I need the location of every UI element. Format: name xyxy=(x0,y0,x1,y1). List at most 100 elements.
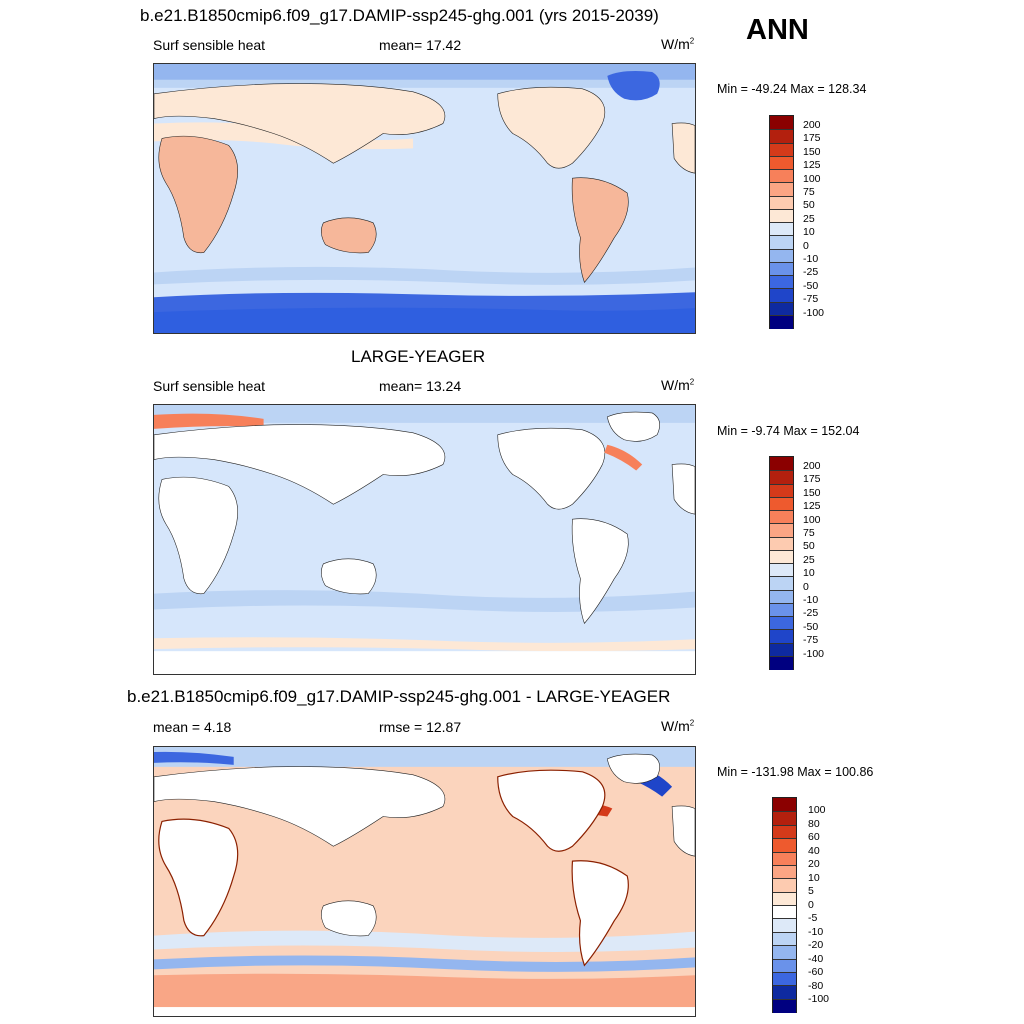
colorbar-segment xyxy=(770,155,793,170)
colorbar-tick-label: 10 xyxy=(808,871,820,884)
panel1-variable-label: Surf sensible heat xyxy=(153,37,266,53)
colorbar-segment xyxy=(773,838,796,853)
season-label: ANN xyxy=(746,14,809,46)
panel2-title: LARGE-YEAGER xyxy=(351,347,486,366)
colorbar-tick-label: -50 xyxy=(803,620,819,633)
colorbar-tick-label: 100 xyxy=(808,804,826,816)
panel3-title: b.e21.B1850cmip6.f09_g17.DAMIP-ssp245-gh… xyxy=(127,687,671,706)
panel2-map-svg xyxy=(154,405,695,674)
colorbar-tick-label: 60 xyxy=(808,831,820,843)
colorbar-tick-label: 25 xyxy=(803,553,815,566)
panel3-colorbar xyxy=(772,797,797,1013)
colorbar-tick-label: 0 xyxy=(803,580,809,593)
panel1-colorbar xyxy=(769,115,794,329)
colorbar-tick-label: -40 xyxy=(808,952,824,965)
colorbar-tick-label: 125 xyxy=(803,500,821,513)
colorbar-segment xyxy=(773,864,796,880)
colorbar-tick-label: -80 xyxy=(808,979,824,992)
colorbar-segment xyxy=(770,589,793,604)
colorbar-segment xyxy=(770,549,793,564)
colorbar-segment xyxy=(770,470,793,485)
colorbar-tick-label: 5 xyxy=(808,885,814,897)
colorbar-segment xyxy=(770,235,793,250)
panel1-title: b.e21.B1850cmip6.f09_g17.DAMIP-ssp245-gh… xyxy=(140,6,659,25)
colorbar-tick-label: 80 xyxy=(808,817,820,830)
colorbar-segment xyxy=(770,523,793,538)
colorbar-tick-label: 20 xyxy=(808,858,820,870)
colorbar-segment xyxy=(773,851,796,866)
panel1-map-svg xyxy=(154,64,695,333)
panel3-mean-label: mean = 4.18 xyxy=(153,719,232,735)
colorbar-segment xyxy=(773,824,796,840)
colorbar-segment xyxy=(773,958,796,973)
panel3-minmax: Min = -131.98 Max = 100.86 xyxy=(717,765,874,779)
colorbar-segment xyxy=(773,918,796,933)
colorbar-segment xyxy=(773,971,796,987)
panel1-map xyxy=(153,63,696,334)
colorbar-segment xyxy=(770,483,793,498)
colorbar-segment xyxy=(770,222,793,237)
colorbar-tick-label: -10 xyxy=(803,594,819,606)
colorbar-tick-label: 10 xyxy=(803,226,815,239)
colorbar-tick-label: 200 xyxy=(803,460,821,472)
colorbar-segment xyxy=(770,496,793,511)
colorbar-tick-label: 50 xyxy=(803,199,815,212)
colorbar-segment xyxy=(770,261,793,276)
colorbar-tick-label: 40 xyxy=(808,844,820,857)
colorbar-segment xyxy=(773,891,796,906)
colorbar-segment xyxy=(773,878,796,893)
colorbar-segment xyxy=(773,998,796,1013)
colorbar-tick-label: -20 xyxy=(808,939,824,951)
colorbar-tick-label: 150 xyxy=(803,486,821,499)
colorbar-segment xyxy=(770,642,793,657)
colorbar-tick-label: -75 xyxy=(803,293,819,306)
colorbar-tick-label: -25 xyxy=(803,607,819,620)
colorbar-tick-label: 175 xyxy=(803,132,821,145)
colorbar-tick-label: -5 xyxy=(808,912,818,924)
colorbar-segment xyxy=(770,576,793,591)
colorbar-segment xyxy=(770,208,793,223)
colorbar-segment xyxy=(770,301,793,316)
panel2-variable-label: Surf sensible heat xyxy=(153,378,266,394)
colorbar-tick-label: 50 xyxy=(803,540,815,553)
colorbar-tick-label: -75 xyxy=(803,634,819,647)
colorbar-segment xyxy=(770,142,793,157)
colorbar-tick-label: 75 xyxy=(803,186,815,198)
colorbar-segment xyxy=(773,985,796,1000)
panel2-map xyxy=(153,404,696,675)
colorbar-segment xyxy=(770,563,793,578)
panel2-colorbar xyxy=(769,456,794,670)
colorbar-tick-label: -60 xyxy=(808,966,824,978)
colorbar-segment xyxy=(773,945,796,960)
colorbar-segment xyxy=(770,616,793,631)
colorbar-segment xyxy=(770,655,793,670)
colorbar-segment xyxy=(773,905,796,920)
colorbar-segment xyxy=(770,182,793,197)
colorbar-tick-label: 10 xyxy=(803,567,815,580)
colorbar-segment xyxy=(770,629,793,644)
colorbar-tick-label: 150 xyxy=(803,145,821,158)
colorbar-tick-label: 175 xyxy=(803,473,821,486)
colorbar-segment xyxy=(770,288,793,303)
colorbar-tick-label: 200 xyxy=(803,119,821,131)
panel3-units: W/m2 xyxy=(661,718,695,734)
colorbar-tick-label: 100 xyxy=(803,513,821,526)
colorbar-tick-label: -10 xyxy=(808,925,824,938)
colorbar-tick-label: -100 xyxy=(803,647,825,660)
colorbar-segment xyxy=(770,195,793,210)
colorbar-segment xyxy=(770,248,793,263)
colorbar-segment xyxy=(773,811,796,826)
panel3-map xyxy=(153,746,696,1017)
panel1-units: W/m2 xyxy=(661,36,695,52)
colorbar-tick-label: -100 xyxy=(803,306,825,319)
colorbar-tick-label: 25 xyxy=(803,212,815,225)
panel1-minmax: Min = -49.24 Max = 128.34 xyxy=(717,82,867,96)
colorbar-segment xyxy=(770,602,793,617)
colorbar-segment xyxy=(770,510,793,525)
colorbar-tick-label: -50 xyxy=(803,279,819,292)
colorbar-segment xyxy=(770,169,793,184)
panel3-rmse-label: rmse = 12.87 xyxy=(379,719,462,735)
colorbar-segment xyxy=(770,129,793,144)
colorbar-segment xyxy=(770,536,793,551)
colorbar-tick-label: -25 xyxy=(803,266,819,279)
